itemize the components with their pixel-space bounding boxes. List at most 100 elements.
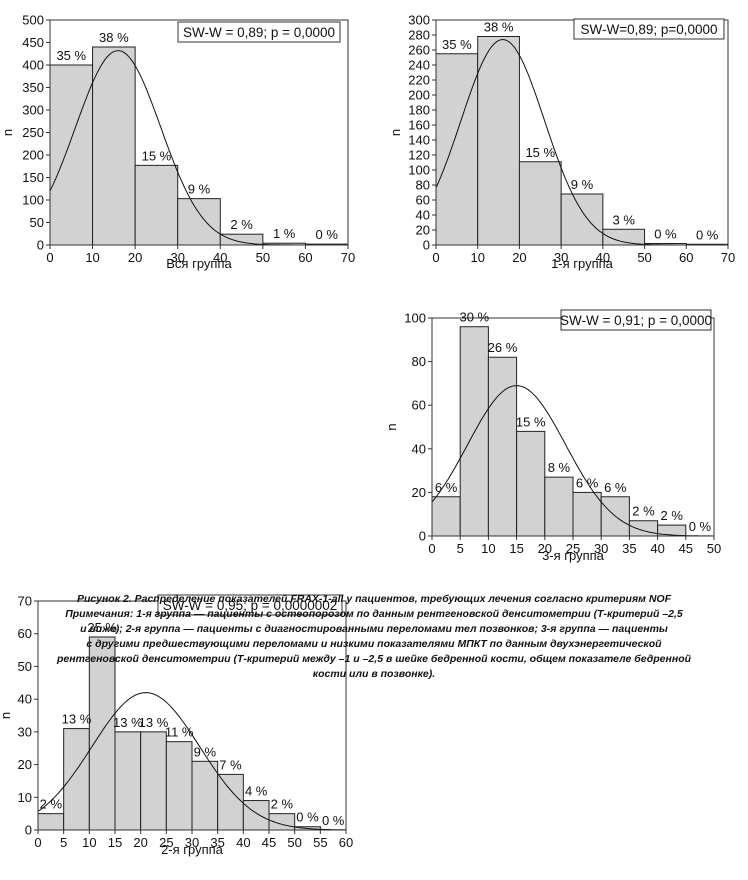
y-axis-title: n [0,129,15,136]
y-tick-label: 80 [416,178,430,193]
bar-percent-label: 38 % [99,30,129,45]
bar-percent-label: 35 % [442,37,472,52]
x-tick-label: 70 [721,250,735,265]
y-tick-label: 70 [18,594,32,609]
x-axis-title: 2-я группа [161,842,224,857]
bar-percent-label: 0 % [696,227,719,242]
y-tick-label: 20 [416,223,430,238]
x-tick-label: 50 [637,250,651,265]
histogram-bar [92,46,136,246]
y-tick-label: 280 [408,28,430,43]
stat-box [157,594,343,616]
histogram-all-group: 0 10 20 30 40 50 60 70 0 50 100 150 200 250 300 350 400 4… [0,13,355,272]
y-tick-label: 350 [22,80,44,95]
bar-percent-label: 13 % [62,712,92,727]
x-tick-label: 0 [432,250,439,265]
y-tick-label: 60 [416,193,430,208]
y-tick-label: 60 [412,398,426,413]
x-tick-label: 35 [622,541,636,556]
y-tick-label: 400 [22,58,44,73]
y-tick-label: 10 [18,790,32,805]
bar-percent-label: 0 % [689,519,712,534]
histogram-bar [140,731,167,831]
bar-percent-label: 30 % [459,310,489,325]
x-tick-label: 20 [128,250,142,265]
bar-percent-label: 0 % [322,813,345,828]
caption-notes-line-5: кости или в позвонке). [312,668,436,680]
bar-percent-label: 0 % [296,810,319,825]
y-tick-label: 300 [408,13,430,28]
x-tick-label: 5 [457,541,464,556]
y-axis-title: n [384,423,399,430]
y-tick-label: 40 [416,208,430,223]
y-tick-label: 200 [408,88,430,103]
x-tick-label: 20 [538,541,552,556]
x-tick-label: 30 [554,250,568,265]
bar-percent-label: 2 % [271,797,294,812]
histogram-bar [628,520,659,537]
y-tick-label: 50 [30,215,44,230]
y-tick-label: 0 [423,238,430,253]
x-tick-label: 45 [262,835,276,850]
y-tick-label: 450 [22,35,44,50]
histogram-bar [544,476,574,537]
histogram-bar [49,64,94,246]
y-tick-label: 240 [408,58,430,73]
x-tick-label: 40 [213,250,227,265]
y-tick-label: 150 [22,170,44,185]
x-tick-label: 50 [287,835,301,850]
y-tick-label: 20 [18,757,32,772]
y-tick-label: 180 [408,103,430,118]
histogram-bar [37,813,65,831]
bar-percent-label: 3 % [613,212,636,227]
bar-percent-label: 2 % [632,504,655,519]
caption-notes-line-4: рентгеновской денситометрии (Т-критерий … [56,653,692,665]
bar-percent-label: 6 % [604,480,627,495]
stat-box [177,21,341,43]
stat-box [573,18,725,40]
caption-notes-line-1: Примечания: 1-я группа — пациенты с осте… [65,608,683,620]
x-tick-label: 50 [256,250,270,265]
caption-notes-line-3: с другими предшествующими переломами и н… [86,638,662,650]
x-axis-title: 1-я группа [551,256,614,271]
histogram-bar [177,198,221,246]
x-tick-label: 10 [481,541,495,556]
bar-percent-label: 38 % [484,20,514,35]
bar-percent-label: 35 % [56,48,86,63]
histogram-group-3: 0 5 10 15 20 25 30 35 40 45 50 0 20 40 60 80 100 6 % 30 % 2… [384,309,721,563]
histogram-bar [487,356,518,537]
y-tick-label: 220 [408,73,430,88]
y-tick-label: 120 [408,148,430,163]
histogram-group-1: 0 10 20 30 40 50 60 700204060801001201401601802… [388,13,735,272]
histogram-bar [518,161,562,246]
histogram-bar [165,741,193,831]
histogram-bar [572,491,602,537]
bar-percent-label: 15 % [525,145,555,160]
x-tick-label: 0 [34,835,41,850]
stat-text: SW-W = 0,91; p = 0,0000 [560,313,712,328]
y-tick-label: 140 [408,133,430,148]
bar-percent-label: 7 % [219,757,242,772]
x-axis-title: Вся группа [166,256,232,271]
y-tick-label: 260 [408,43,430,58]
histogram-bar [516,430,546,537]
y-tick-label: 500 [22,13,44,28]
histogram-bar [560,193,604,246]
x-tick-label: 40 [596,250,610,265]
histogram-bar [134,164,179,246]
x-tick-label: 20 [512,250,526,265]
x-tick-label: 10 [82,835,96,850]
bar-percent-label: 0 % [654,227,677,242]
stat-box [560,309,712,331]
x-tick-label: 10 [85,250,99,265]
bar-percent-label: 9 % [194,744,217,759]
x-tick-label: 15 [509,541,523,556]
bar-percent-label: 15 % [516,414,546,429]
histogram-bar [114,731,142,831]
x-tick-label: 0 [428,541,435,556]
bar-percent-label: 8 % [548,460,571,475]
bar-percent-label: 0 % [316,227,339,242]
figure-caption: Рисунок 2. Распределение показателей FRA… [0,592,748,682]
y-tick-label: 0 [25,823,32,838]
bar-percent-label: 2 % [40,797,63,812]
